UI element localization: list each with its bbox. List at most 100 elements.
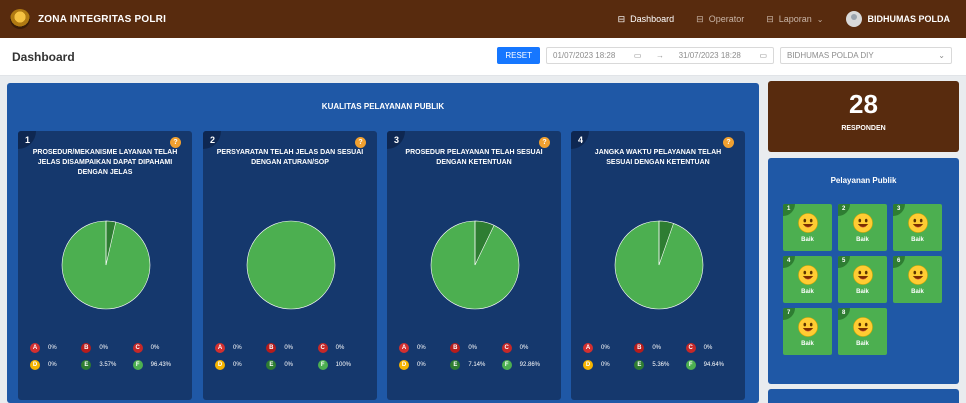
pie-chart[interactable]	[246, 220, 336, 310]
legend-value: 94.64%	[703, 362, 725, 368]
tile-label: Baik	[856, 341, 869, 347]
pie-slice-f[interactable]	[246, 220, 336, 310]
tile-number: 4	[787, 258, 791, 264]
pie-chart[interactable]	[430, 220, 520, 310]
page-header: Dashboard RESET 01/07/2023 18:28 ▭ → 31/…	[0, 38, 966, 76]
service-tile[interactable]: 2 Baik	[838, 204, 887, 251]
card-title: JANGKA WAKTU PELAYANAN TELAH SESUAI DENG…	[594, 149, 722, 166]
legend-badge: D	[399, 360, 409, 370]
legend-badge: D	[30, 360, 40, 370]
legend-value: 3.57%	[99, 362, 117, 368]
legend-value: 0%	[48, 345, 57, 351]
legend-value: 100%	[335, 362, 352, 368]
legend-item: D 0%	[215, 360, 266, 370]
legend-value: 0%	[601, 362, 610, 368]
legend-badge: A	[399, 343, 409, 353]
panel-title: KUALITAS PELAYANAN PUBLIK	[321, 102, 445, 111]
service-tile[interactable]: 7 Baik	[783, 308, 832, 355]
responden-count: 28	[849, 89, 878, 119]
top-navbar: ZONA INTEGRITAS POLRI ⊟ Dashboard ⊟ Oper…	[0, 0, 966, 38]
smiley-icon	[908, 265, 928, 285]
calendar-icon: ▭	[633, 51, 642, 60]
tile-label: Baik	[911, 289, 924, 295]
chevron-down-icon: ⌄	[816, 14, 824, 24]
question-card: 2? PERSYARATAN TELAH JELAS DAN SESUAI DEN…	[203, 131, 377, 400]
pelayanan-publik-panel: Pelayanan Publik 1 Baik 2 Baik 3 Baik 4 Baik 5 Ba…	[768, 158, 959, 384]
legend-row: A 0% B 0% C 0%	[30, 343, 184, 353]
nav-operator[interactable]: ⊟ Operator	[696, 14, 744, 25]
nav-operator-label: Operator	[708, 14, 745, 24]
legend-badge: C	[501, 343, 512, 353]
nav-laporan[interactable]: ⊟ Laporan ⌄	[766, 14, 823, 25]
unit-select-value: BIDHUMAS POLDA DIY	[787, 51, 874, 60]
tile-number: 8	[842, 310, 846, 316]
service-tile[interactable]: 6 Baik	[893, 256, 942, 303]
calendar-icon: ▭	[759, 51, 767, 60]
filter-bar: RESET 01/07/2023 18:28 ▭ → 31/07/2023 18…	[497, 47, 952, 64]
help-icon[interactable]: ?	[539, 137, 550, 148]
legend-badge: E	[450, 360, 461, 370]
card-number: 2	[210, 135, 216, 145]
service-tile[interactable]: 3 Baik	[893, 204, 942, 251]
legend-badge: F	[132, 360, 143, 370]
nav-dashboard-label: Dashboard	[630, 14, 675, 24]
date-end-input[interactable]: 31/07/2023 18:28	[678, 51, 741, 60]
unit-select[interactable]: BIDHUMAS POLDA DIY ⌄	[780, 47, 952, 64]
legend-item: B 0%	[81, 343, 132, 353]
legend-item: B 0%	[450, 343, 501, 353]
legend-item: C 0%	[317, 343, 369, 353]
legend-value: 0%	[417, 362, 426, 368]
brand[interactable]: ZONA INTEGRITAS POLRI	[10, 9, 166, 29]
reset-button[interactable]: RESET	[497, 47, 540, 64]
tile-number: 6	[897, 258, 901, 264]
legend-row: D 0% E 3.57% F 96.43%	[30, 360, 184, 370]
smiley-icon	[853, 317, 873, 337]
legend-badge: E	[81, 360, 92, 370]
legend-value: 0%	[601, 345, 610, 351]
legend-badge: E	[266, 360, 277, 370]
legend-badge: B	[634, 343, 645, 353]
legend-item: C 0%	[501, 343, 553, 353]
legend-row: D 0% E 5.36% F 94.64%	[583, 360, 737, 370]
legend-value: 0%	[284, 345, 293, 351]
card-number: 4	[578, 135, 584, 145]
service-tile[interactable]: 8 Baik	[838, 308, 887, 355]
legend-value: 92.86%	[519, 362, 541, 368]
legend-row: A 0% B 0% C 0%	[215, 343, 369, 353]
card-number: 1	[25, 135, 31, 145]
pie-chart[interactable]	[614, 220, 704, 310]
responden-label: RESPONDEN	[841, 125, 886, 132]
legend-row: A 0% B 0% C 0%	[583, 343, 737, 353]
user-menu[interactable]: BIDHUMAS POLDA	[845, 11, 951, 27]
user-name: BIDHUMAS POLDA	[867, 14, 951, 24]
legend-item: E 5.36%	[634, 360, 685, 370]
service-tile[interactable]: 1 Baik	[783, 204, 832, 251]
smiley-icon	[853, 213, 873, 233]
legend-value: 7.14%	[468, 362, 486, 368]
date-range-picker[interactable]: 01/07/2023 18:28 ▭ → 31/07/2023 18:28 ▭	[546, 47, 774, 64]
legend-item: D 0%	[30, 360, 81, 370]
service-tile[interactable]: 4 Baik	[783, 256, 832, 303]
next-panel	[768, 389, 959, 403]
smiley-icon	[853, 265, 873, 285]
brand-title: ZONA INTEGRITAS POLRI	[38, 13, 167, 25]
dashboard-icon: ⊟	[617, 13, 626, 24]
legend-item: D 0%	[583, 360, 634, 370]
tile-label: Baik	[801, 289, 814, 295]
legend-item: B 0%	[634, 343, 685, 353]
tile-number: 1	[787, 206, 791, 212]
legend-badge: D	[215, 360, 225, 370]
question-card: 1? PROSEDUR/MEKANISME LAYANAN TELAH JELAS…	[18, 131, 192, 400]
pie-chart[interactable]	[61, 220, 151, 310]
pelayanan-title: Pelayanan Publik	[830, 176, 897, 185]
tile-number: 2	[842, 206, 846, 212]
service-tile[interactable]: 5 Baik	[838, 256, 887, 303]
help-icon[interactable]: ?	[170, 137, 181, 148]
legend-badge: F	[317, 360, 328, 370]
tile-label: Baik	[856, 237, 869, 243]
date-start-input[interactable]: 01/07/2023 18:28	[553, 51, 616, 60]
help-icon[interactable]: ?	[355, 137, 366, 148]
help-icon[interactable]: ?	[723, 137, 734, 148]
nav-dashboard[interactable]: ⊟ Dashboard	[618, 14, 675, 25]
legend-value: 0%	[150, 345, 160, 351]
